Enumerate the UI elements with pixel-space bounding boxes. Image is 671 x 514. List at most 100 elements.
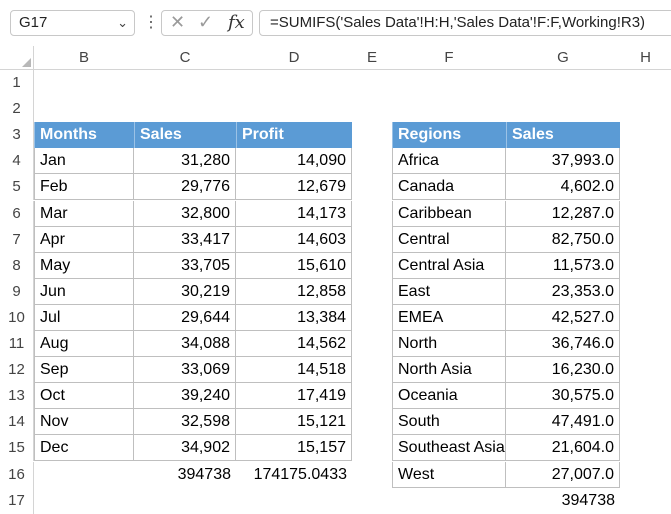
name-box[interactable]: G17 ⌄ bbox=[10, 10, 135, 36]
profit-cell[interactable]: 13,384 bbox=[236, 304, 352, 331]
months-header-0[interactable]: Months bbox=[34, 122, 134, 149]
row-header-5[interactable]: 5 bbox=[0, 174, 34, 201]
region-sales-cell[interactable]: 12,287.0 bbox=[506, 200, 620, 227]
regions-header-0[interactable]: Regions bbox=[392, 122, 506, 149]
column-header-h[interactable]: H bbox=[620, 46, 671, 70]
month-cell[interactable]: May bbox=[34, 252, 134, 279]
row-header-17[interactable]: 17 bbox=[0, 487, 34, 514]
row-header-4[interactable]: 4 bbox=[0, 148, 34, 175]
region-cell[interactable]: Central bbox=[392, 226, 506, 253]
region-sales-cell[interactable]: 16,230.0 bbox=[506, 357, 620, 384]
month-cell[interactable]: Dec bbox=[34, 435, 134, 462]
region-cell[interactable]: Africa bbox=[392, 148, 506, 175]
profit-cell[interactable]: 14,173 bbox=[236, 200, 352, 227]
sales-cell[interactable]: 29,644 bbox=[134, 304, 236, 331]
profit-cell[interactable]: 14,562 bbox=[236, 331, 352, 358]
region-cell[interactable]: EMEA bbox=[392, 304, 506, 331]
select-all-button[interactable] bbox=[0, 46, 34, 70]
cancel-icon[interactable]: ✕ bbox=[170, 12, 186, 32]
regions-header-1[interactable]: Sales bbox=[506, 122, 620, 149]
row-header-9[interactable]: 9 bbox=[0, 278, 34, 305]
sales-cell[interactable]: 31,280 bbox=[134, 148, 236, 175]
chevron-down-icon[interactable]: ⌄ bbox=[117, 15, 128, 30]
row-header-8[interactable]: 8 bbox=[0, 252, 34, 279]
months-header-1[interactable]: Sales bbox=[134, 122, 236, 149]
region-cell[interactable]: North bbox=[392, 331, 506, 358]
row-header-1[interactable]: 1 bbox=[0, 70, 34, 97]
region-cell[interactable]: West bbox=[392, 461, 506, 488]
row-header-12[interactable]: 12 bbox=[0, 357, 34, 384]
region-sales-total-cell[interactable]: 394738 bbox=[561, 491, 615, 509]
row-header-2[interactable]: 2 bbox=[0, 96, 34, 123]
month-cell[interactable]: Mar bbox=[34, 200, 134, 227]
insert-function-icon[interactable]: fx bbox=[228, 12, 245, 33]
region-sales-cell[interactable]: 36,746.0 bbox=[506, 331, 620, 358]
profit-cell[interactable]: 15,121 bbox=[236, 409, 352, 436]
sales-cell[interactable]: 29,776 bbox=[134, 174, 236, 201]
row-header-6[interactable]: 6 bbox=[0, 200, 34, 227]
sales-cell[interactable]: 33,417 bbox=[134, 226, 236, 253]
sales-cell[interactable]: 32,800 bbox=[134, 200, 236, 227]
months-header-2[interactable]: Profit bbox=[236, 122, 352, 149]
region-sales-cell[interactable]: 30,575.0 bbox=[506, 383, 620, 410]
row-header-16[interactable]: 16 bbox=[0, 461, 34, 488]
row-header-11[interactable]: 11 bbox=[0, 331, 34, 358]
profit-cell[interactable]: 12,679 bbox=[236, 174, 352, 201]
region-cell[interactable]: Central Asia bbox=[392, 252, 506, 279]
month-cell[interactable]: Jun bbox=[34, 278, 134, 305]
region-sales-cell[interactable]: 42,527.0 bbox=[506, 304, 620, 331]
profit-cell[interactable]: 12,858 bbox=[236, 278, 352, 305]
month-cell[interactable]: Feb bbox=[34, 174, 134, 201]
region-sales-cell[interactable]: 11,573.0 bbox=[506, 252, 620, 279]
region-cell[interactable]: Canada bbox=[392, 174, 506, 201]
month-cell[interactable]: Sep bbox=[34, 357, 134, 384]
sales-total-cell[interactable]: 394738 bbox=[177, 465, 231, 483]
row-header-14[interactable]: 14 bbox=[0, 409, 34, 436]
region-cell[interactable]: East bbox=[392, 278, 506, 305]
profit-cell[interactable]: 17,419 bbox=[236, 383, 352, 410]
month-cell[interactable]: Oct bbox=[34, 383, 134, 410]
region-sales-cell[interactable]: 47,491.0 bbox=[506, 409, 620, 436]
month-cell[interactable]: Nov bbox=[34, 409, 134, 436]
sales-cell[interactable]: 33,705 bbox=[134, 252, 236, 279]
column-header-d[interactable]: D bbox=[236, 46, 352, 70]
column-header-f[interactable]: F bbox=[392, 46, 506, 70]
region-cell[interactable]: South bbox=[392, 409, 506, 436]
sales-cell[interactable]: 39,240 bbox=[134, 383, 236, 410]
row-header-15[interactable]: 15 bbox=[0, 435, 34, 462]
region-sales-cell[interactable]: 4,602.0 bbox=[506, 174, 620, 201]
column-header-g[interactable]: G bbox=[506, 46, 620, 70]
formula-input[interactable]: =SUMIFS('Sales Data'!H:H,'Sales Data'!F:… bbox=[259, 10, 671, 36]
region-sales-cell[interactable]: 27,007.0 bbox=[506, 461, 620, 488]
column-header-c[interactable]: C bbox=[134, 46, 236, 70]
region-sales-cell[interactable]: 21,604.0 bbox=[506, 435, 620, 462]
row-header-3[interactable]: 3 bbox=[0, 122, 34, 149]
profit-cell[interactable]: 15,157 bbox=[236, 435, 352, 462]
month-cell[interactable]: Apr bbox=[34, 226, 134, 253]
month-cell[interactable]: Aug bbox=[34, 331, 134, 358]
region-cell[interactable]: North Asia bbox=[392, 357, 506, 384]
region-sales-cell[interactable]: 23,353.0 bbox=[506, 278, 620, 305]
region-cell[interactable]: Caribbean bbox=[392, 200, 506, 227]
profit-cell[interactable]: 14,090 bbox=[236, 148, 352, 175]
sales-cell[interactable]: 34,088 bbox=[134, 331, 236, 358]
more-options-icon[interactable]: ⋮ bbox=[143, 14, 159, 31]
sales-cell[interactable]: 34,902 bbox=[134, 435, 236, 462]
enter-icon[interactable]: ✓ bbox=[198, 12, 214, 32]
sales-cell[interactable]: 32,598 bbox=[134, 409, 236, 436]
region-sales-cell[interactable]: 37,993.0 bbox=[506, 148, 620, 175]
profit-total-cell[interactable]: 174175.0433 bbox=[253, 465, 347, 483]
sales-cell[interactable]: 33,069 bbox=[134, 357, 236, 384]
profit-cell[interactable]: 14,603 bbox=[236, 226, 352, 253]
row-header-13[interactable]: 13 bbox=[0, 383, 34, 410]
row-header-7[interactable]: 7 bbox=[0, 226, 34, 253]
month-cell[interactable]: Jul bbox=[34, 304, 134, 331]
profit-cell[interactable]: 15,610 bbox=[236, 252, 352, 279]
month-cell[interactable]: Jan bbox=[34, 148, 134, 175]
sales-cell[interactable]: 30,219 bbox=[134, 278, 236, 305]
column-header-b[interactable]: B bbox=[34, 46, 134, 70]
region-cell[interactable]: Oceania bbox=[392, 383, 506, 410]
region-sales-cell[interactable]: 82,750.0 bbox=[506, 226, 620, 253]
region-cell[interactable]: Southeast Asia bbox=[392, 435, 506, 462]
row-header-10[interactable]: 10 bbox=[0, 304, 34, 331]
